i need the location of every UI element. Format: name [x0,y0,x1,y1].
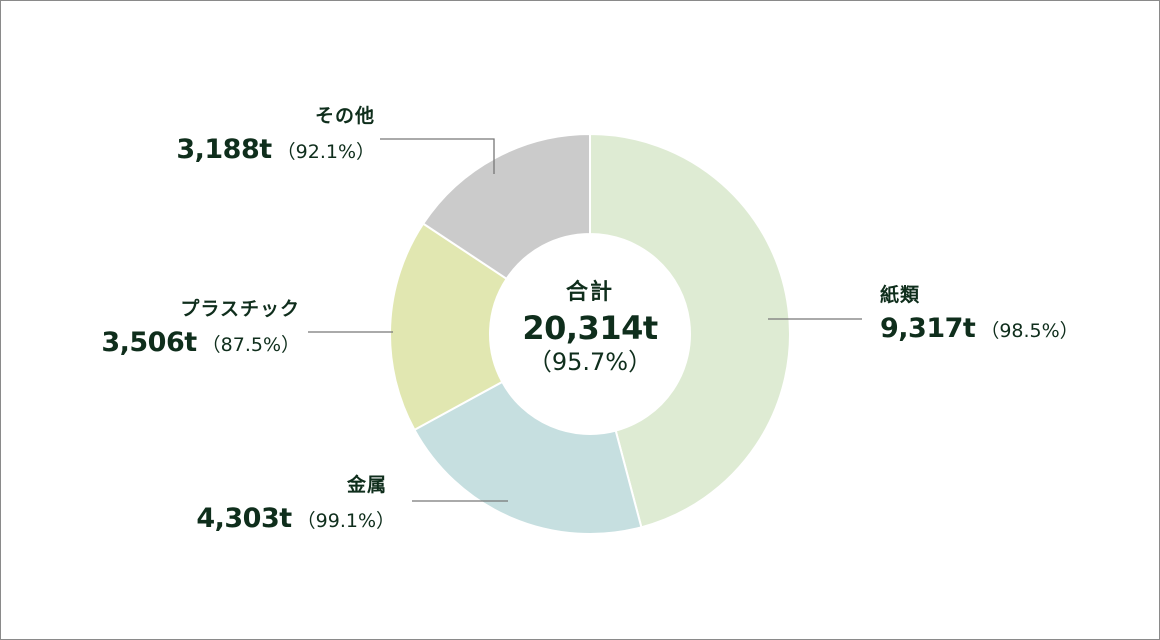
slice-label-plastic: プラスチック 3,506t （87.5%） [60,298,300,358]
center-title: 合計 [565,280,614,305]
slice-category: 金属 [346,474,387,496]
leader-line-other [380,138,495,174]
slice-amount: 3,188t [176,134,272,165]
slice-category: その他 [314,105,375,127]
donut-slice-paper [589,132,791,529]
center-percent: （95.7%） [527,348,653,376]
slice-label-other: その他 3,188t （92.1%） [140,105,375,165]
donut-slice-other [421,132,591,281]
slice-category: プラスチック [180,298,300,320]
slice-percent: （98.5%） [980,320,1079,342]
slice-percent: （92.1%） [276,141,375,163]
slice-amount: 3,506t [101,327,197,358]
donut-slice-metal [413,380,643,535]
slice-label-metal: 金属 4,303t （99.1%） [180,474,395,534]
center-label: 合計 20,314t （95.7%） [500,280,680,376]
slice-amount: 9,317t [880,313,976,344]
slice-amount: 4,303t [196,503,292,534]
slice-category: 紙類 [880,284,921,306]
slice-label-paper: 紙類 9,317t （98.5%） [880,284,1079,344]
slice-percent: （87.5%） [201,334,300,356]
center-total: 20,314t [522,309,658,347]
donut-slice-plastic [389,222,508,432]
slice-percent: （99.1%） [296,510,395,532]
